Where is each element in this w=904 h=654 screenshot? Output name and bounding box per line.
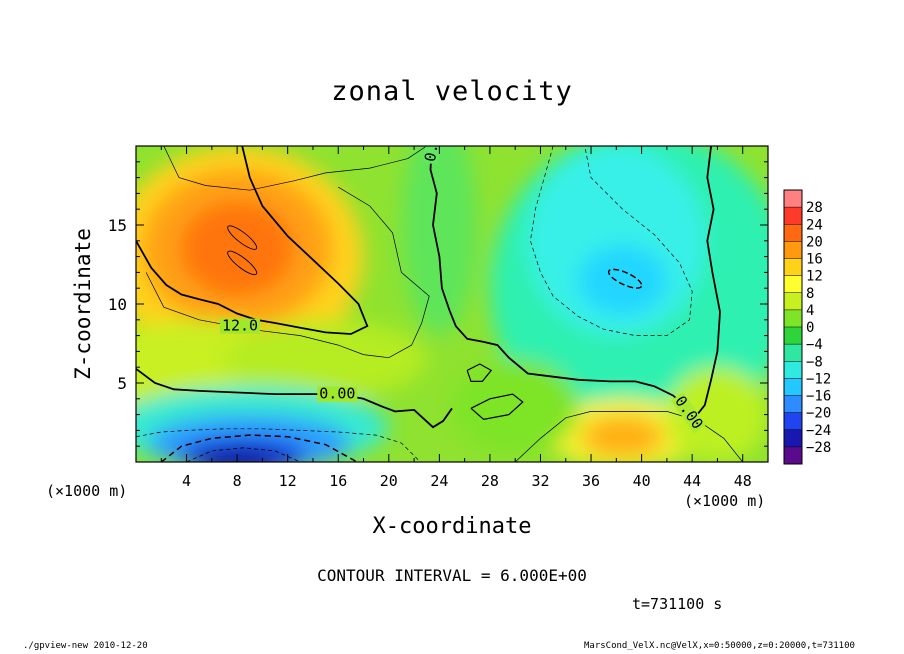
colorbar-label: 28 xyxy=(806,200,823,216)
y-tick-label: 5 xyxy=(117,374,127,393)
contour-line-6c xyxy=(514,411,743,462)
x-unit-label: (×1000 m) xyxy=(46,482,128,500)
x-tick-label: 20 xyxy=(380,472,398,490)
footer-right: MarsCond_VelX.nc@VelX,x=0:50000,z=0:2000… xyxy=(584,641,855,651)
colorbar-label: 8 xyxy=(806,286,814,302)
contour-max xyxy=(227,250,258,276)
y-axis-label: Z-coordinate xyxy=(71,228,95,380)
colorbar-band xyxy=(784,275,802,294)
x-tick-label: 28 xyxy=(481,472,499,490)
colorbar-band xyxy=(784,344,802,362)
x-tick-label: 44 xyxy=(683,472,701,490)
colorbar-band xyxy=(784,241,802,259)
colorbar-band xyxy=(784,327,802,345)
footer-left: ./gpview-new 2010-12-20 xyxy=(23,641,148,651)
colorbar-label: −4 xyxy=(806,337,823,353)
colorbar-label: −24 xyxy=(806,423,831,439)
x-tick-label: 40 xyxy=(633,472,651,490)
x-unit-label-right: (×1000 m) xyxy=(684,492,766,510)
contour-label: 12.0 xyxy=(222,317,258,335)
colorbar-label: 4 xyxy=(806,303,814,319)
colorbar-label: 16 xyxy=(806,252,823,268)
x-axis-label: X-coordinate xyxy=(372,514,532,539)
colorbar-label: −12 xyxy=(806,371,831,387)
contour-island xyxy=(466,363,493,382)
contour-line-neg18 xyxy=(186,447,301,462)
contour-line-neg12 xyxy=(160,434,358,462)
y-tick-label: 15 xyxy=(108,216,127,235)
x-tick-label: 8 xyxy=(233,472,242,490)
colorbar-label: −28 xyxy=(806,440,831,456)
colorbar-band xyxy=(784,224,802,242)
colorbar-label: 12 xyxy=(806,269,823,285)
x-tick-label: 12 xyxy=(279,472,297,490)
contour-max xyxy=(227,225,258,250)
colorbar-band xyxy=(784,378,802,396)
contour-line-neg6 xyxy=(530,146,693,336)
x-tick-label: 48 xyxy=(734,472,752,490)
x-tick-label: 4 xyxy=(182,472,191,490)
colorbar-band xyxy=(784,429,802,448)
contour-line-zero-main xyxy=(429,146,721,420)
colorbar-band xyxy=(784,446,802,465)
time-stamp: t=731100 s xyxy=(632,595,723,613)
contour-min xyxy=(607,268,643,289)
x-tick-label: 36 xyxy=(582,472,600,490)
colorbar-label: −8 xyxy=(806,354,823,370)
colorbar-label: 20 xyxy=(806,234,823,250)
contour-line-12 xyxy=(136,146,369,335)
x-tick-label: 32 xyxy=(531,472,549,490)
colorbar-band xyxy=(784,207,802,225)
colorbar-label: −20 xyxy=(806,406,831,422)
contour-label: 0.00 xyxy=(319,385,355,403)
colorbar-label: 0 xyxy=(806,320,814,336)
colorbar-band xyxy=(784,309,802,328)
contour-line-6 xyxy=(163,146,427,191)
contour-line-neg6b xyxy=(136,428,421,462)
contour-island xyxy=(470,393,524,420)
colorbar-band xyxy=(784,190,802,208)
chart-title: zonal velocity xyxy=(331,76,573,107)
colorbar-band xyxy=(784,361,802,379)
y-tick-label: 10 xyxy=(108,295,127,314)
contour-interval-text: CONTOUR INTERVAL = 6.000E+00 xyxy=(317,566,587,585)
colorbar-label: −16 xyxy=(806,389,831,405)
colorbar-band xyxy=(784,258,802,277)
x-tick-label: 24 xyxy=(430,472,448,490)
colorbar-band xyxy=(784,412,802,431)
contour-line-6b xyxy=(145,186,430,359)
colorbar-band xyxy=(784,395,802,414)
colorbar-label: 24 xyxy=(806,217,823,233)
colorbar-band xyxy=(784,292,802,311)
x-tick-label: 16 xyxy=(329,472,347,490)
